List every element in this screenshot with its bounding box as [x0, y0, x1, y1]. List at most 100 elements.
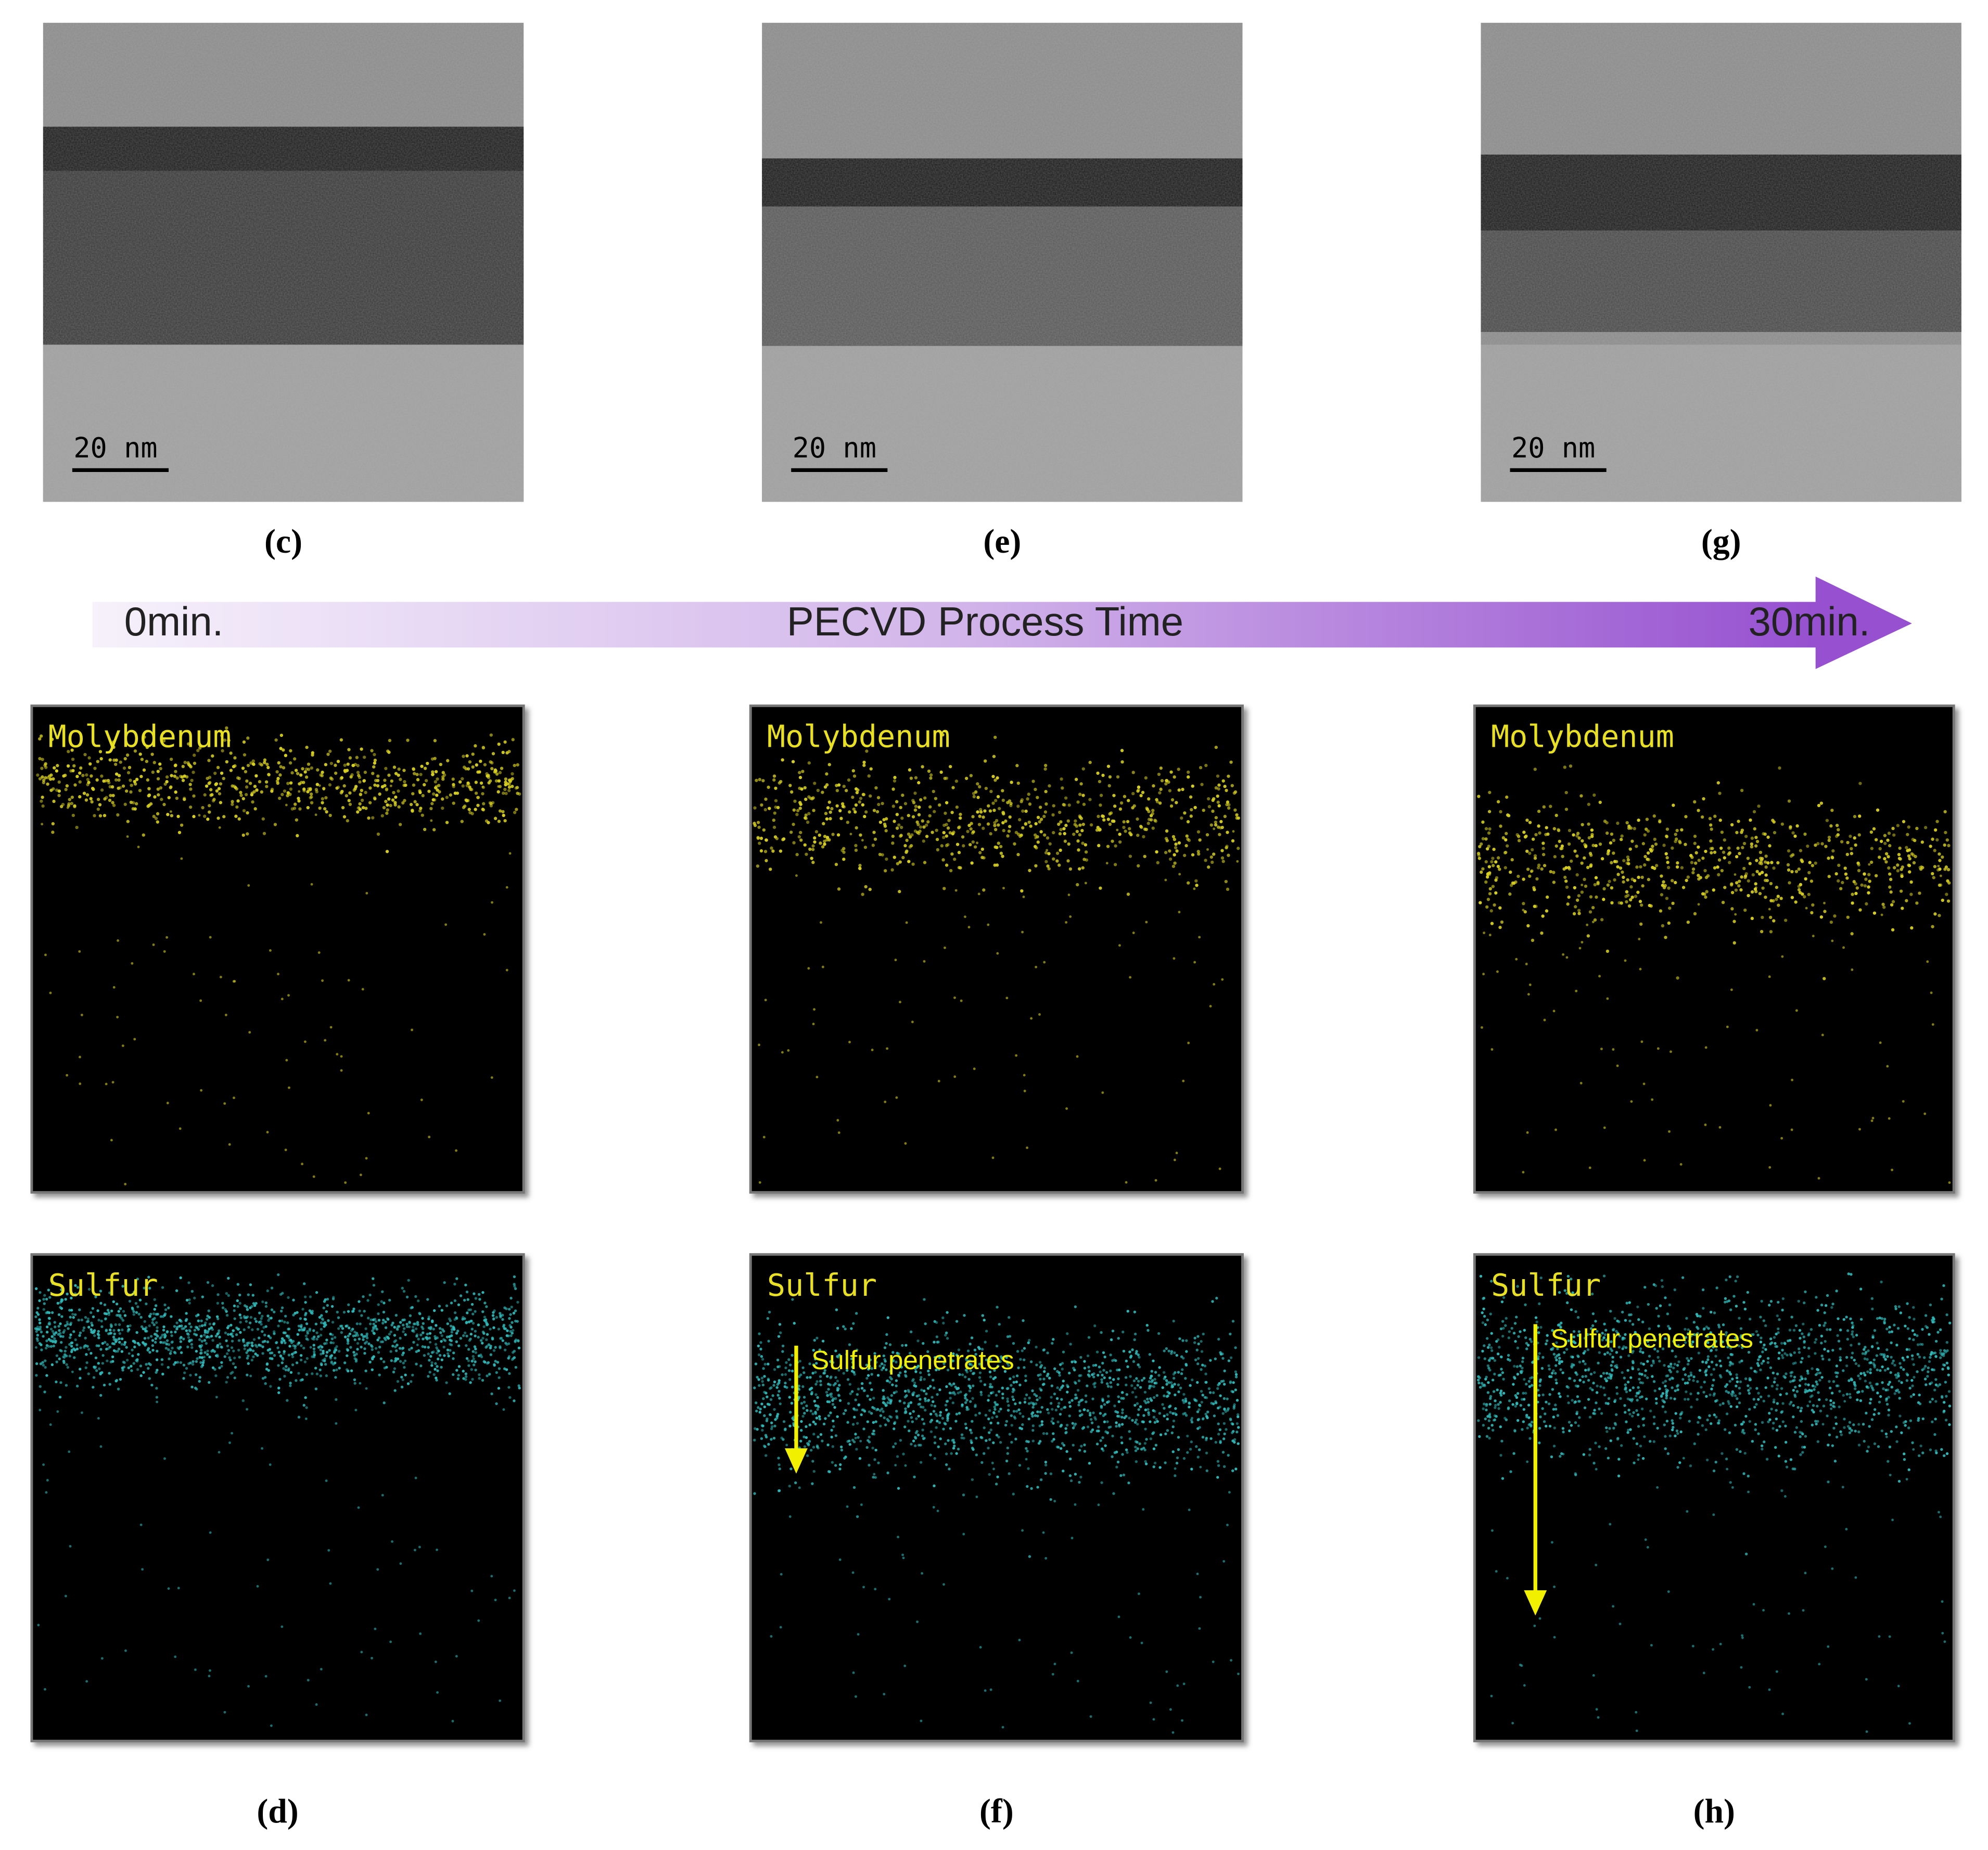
dot: [923, 1377, 926, 1381]
dot: [1006, 834, 1010, 838]
dot: [343, 1361, 347, 1364]
dot: [920, 1376, 923, 1379]
dot: [384, 1338, 387, 1342]
dot: [292, 1313, 295, 1317]
dot: [455, 1317, 458, 1320]
dot: [814, 1422, 817, 1426]
dot: [1002, 812, 1005, 815]
dot: [156, 1400, 159, 1404]
dot: [208, 1335, 211, 1339]
dot: [222, 776, 225, 781]
dot: [971, 1420, 974, 1423]
dot: [792, 841, 796, 845]
dot: [246, 811, 249, 815]
dot: [1025, 1447, 1028, 1450]
dot: [122, 1310, 125, 1313]
dot: [1083, 1367, 1087, 1370]
dot: [1043, 767, 1047, 771]
dot: [507, 788, 511, 793]
dot: [1179, 1386, 1182, 1389]
dot: [43, 1294, 46, 1297]
dot: [516, 763, 519, 767]
dot: [762, 1367, 765, 1370]
dot: [1168, 849, 1171, 853]
dot: [142, 1371, 145, 1374]
dot: [503, 1348, 507, 1351]
dot: [481, 792, 485, 796]
dot: [163, 1457, 166, 1460]
dot: [1117, 1395, 1120, 1398]
dot: [1573, 849, 1577, 853]
dot: [1758, 872, 1762, 876]
dot: [978, 814, 982, 818]
dot: [1867, 873, 1871, 876]
dot: [79, 1368, 82, 1371]
dot: [203, 1351, 207, 1354]
dot: [1004, 1423, 1008, 1427]
dot: [307, 762, 311, 766]
dot: [899, 834, 902, 838]
dot: [1227, 1453, 1230, 1457]
dot: [479, 759, 482, 763]
dot: [762, 1135, 766, 1139]
dot: [1943, 810, 1947, 813]
dot: [856, 1393, 859, 1396]
dot: [1106, 764, 1111, 768]
dot: [861, 1367, 864, 1370]
dot: [955, 1452, 958, 1455]
dot: [220, 771, 224, 775]
dot: [298, 807, 302, 811]
dot: [283, 1350, 286, 1353]
dot: [162, 1329, 165, 1332]
dot: [1026, 1449, 1029, 1453]
dot: [264, 1382, 267, 1385]
dot: [1163, 1349, 1166, 1353]
dot: [513, 811, 517, 814]
dot: [364, 790, 367, 794]
dot: [774, 786, 778, 790]
dot: [299, 1317, 302, 1320]
dot: [1219, 1439, 1222, 1443]
dot: [1598, 842, 1602, 846]
dot: [333, 1350, 336, 1354]
dot: [1140, 1379, 1144, 1382]
dot: [873, 1473, 876, 1476]
dot: [933, 1341, 936, 1344]
dot: [450, 1334, 453, 1337]
dot: [318, 1316, 322, 1319]
dot: [781, 1344, 785, 1348]
dot: [473, 1345, 477, 1348]
dot: [110, 1309, 113, 1312]
dot: [411, 1329, 414, 1332]
dot: [140, 758, 144, 761]
dot: [35, 1337, 39, 1340]
dot: [922, 1422, 926, 1425]
dot: [468, 785, 471, 789]
dot: [955, 1412, 959, 1416]
dot: [90, 774, 93, 778]
dot: [503, 740, 507, 744]
dot: [897, 1487, 900, 1490]
dot: [1115, 1465, 1118, 1469]
dot: [418, 789, 422, 793]
dot: [962, 1494, 965, 1497]
dot: [155, 1312, 158, 1316]
dot: [309, 1295, 312, 1298]
dot: [1081, 1427, 1085, 1430]
dot: [947, 1439, 950, 1442]
dot: [121, 1319, 124, 1322]
dot: [978, 1362, 982, 1366]
dot: [219, 782, 223, 786]
dot: [1075, 830, 1079, 833]
dot: [946, 1337, 949, 1340]
dot: [373, 758, 377, 762]
dot: [829, 810, 832, 814]
dot: [995, 1394, 998, 1397]
dot: [108, 1372, 111, 1375]
dot: [133, 1038, 136, 1041]
dot: [1079, 1356, 1082, 1359]
dot: [298, 790, 301, 793]
dot: [84, 1366, 87, 1369]
dot: [211, 1366, 215, 1369]
dot: [992, 1411, 996, 1414]
